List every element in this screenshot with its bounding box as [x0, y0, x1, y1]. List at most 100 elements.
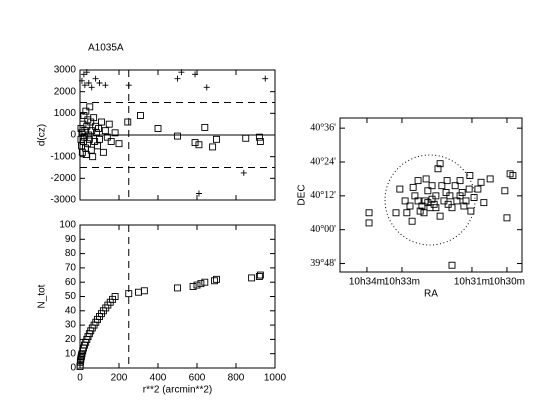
plus-point [81, 82, 88, 89]
x-tick-label: 10h34m [349, 277, 385, 288]
square-point [94, 142, 102, 150]
y-tick-label: 60 [65, 277, 77, 288]
square-point [474, 185, 482, 193]
square-point [465, 185, 473, 193]
y-tick-label: -3000 [50, 195, 76, 206]
x-tick-label: 800 [228, 373, 245, 384]
square-point [85, 135, 93, 143]
square-point [255, 133, 263, 141]
y-tick-label: 100 [59, 220, 76, 231]
square-point [477, 178, 485, 186]
x-tick-label: 1000 [264, 373, 287, 384]
square-point [125, 290, 133, 298]
y-tick-label: -1000 [50, 151, 76, 162]
x-tick-label: 400 [150, 373, 167, 384]
square-point [80, 133, 88, 141]
square-point [197, 280, 205, 288]
square-point [83, 140, 91, 148]
square-point [422, 175, 430, 183]
square-point [456, 177, 464, 185]
square-point [213, 275, 220, 283]
square-point [103, 133, 111, 141]
y-tick-label: 20 [65, 334, 77, 345]
x-tick-label: 10h31m [454, 277, 490, 288]
y-tick-label: 40 [65, 305, 77, 316]
x-tick-label: 0 [77, 373, 83, 384]
square-point [174, 284, 181, 292]
square-point [396, 185, 404, 193]
plus-point [92, 75, 99, 82]
square-point [88, 127, 96, 135]
square-point [90, 114, 98, 122]
square-point [209, 143, 217, 151]
plus-point [102, 82, 109, 89]
square-point [409, 183, 417, 191]
square-point [365, 219, 373, 227]
square-point [467, 207, 475, 215]
square-point [97, 118, 105, 126]
square-point [420, 209, 428, 217]
square-point [448, 204, 456, 212]
plus-point [88, 84, 95, 91]
square-point [213, 135, 220, 143]
square-point [448, 261, 456, 269]
square-point [462, 197, 470, 205]
square-point [99, 148, 107, 156]
square-point [365, 209, 373, 217]
square-point [416, 207, 424, 215]
square-point [466, 172, 474, 179]
square-point [95, 125, 102, 132]
square-point [82, 107, 90, 115]
square-point [111, 293, 119, 300]
x-axis-label: RA [424, 289, 438, 300]
square-point [414, 197, 422, 205]
square-point [414, 177, 422, 185]
square-point [503, 214, 511, 222]
square-point [446, 192, 454, 200]
square-point [107, 138, 115, 145]
plus-point [240, 169, 247, 176]
y-tick-label: 2000 [54, 86, 77, 97]
x-tick-label: 10h33m [384, 277, 420, 288]
square-point [201, 123, 209, 131]
square-point [81, 127, 89, 135]
x-tick-label: 200 [111, 373, 128, 384]
y-tick-label: 1000 [54, 108, 77, 119]
square-point [436, 160, 444, 168]
square-point [140, 287, 148, 295]
square-point [458, 189, 466, 196]
plus-point [78, 77, 85, 84]
square-point [501, 187, 509, 195]
square-point [87, 146, 95, 154]
plot-frame [339, 117, 523, 273]
square-point [256, 271, 264, 279]
plus-point [125, 82, 132, 89]
y-tick-label: 10 [65, 348, 77, 359]
square-point [401, 197, 409, 205]
y-tick-label: 50 [65, 291, 77, 302]
square-point [406, 202, 414, 210]
plus-point [178, 69, 185, 76]
plus-point [174, 75, 181, 82]
square-point [432, 204, 440, 212]
square-point [443, 177, 451, 185]
square-point [509, 172, 517, 179]
square-point [438, 182, 446, 190]
y-tick-label: 90 [65, 234, 77, 245]
x-tick-label: 10h30m [489, 277, 525, 288]
y-tick-label: 40°00' [310, 224, 336, 235]
square-point [115, 140, 123, 148]
square-point [434, 165, 442, 173]
square-point [256, 138, 264, 145]
square-point [211, 277, 219, 285]
square-point [424, 187, 432, 195]
square-point [242, 134, 250, 142]
x-axis-label: r**2 (arcmin**2) [143, 385, 212, 396]
square-point [451, 182, 459, 190]
square-point [79, 120, 87, 128]
square-point [436, 212, 444, 220]
y-tick-label: 80 [65, 248, 77, 259]
square-point [80, 112, 88, 119]
square-point [392, 209, 400, 217]
plus-point [195, 190, 202, 197]
